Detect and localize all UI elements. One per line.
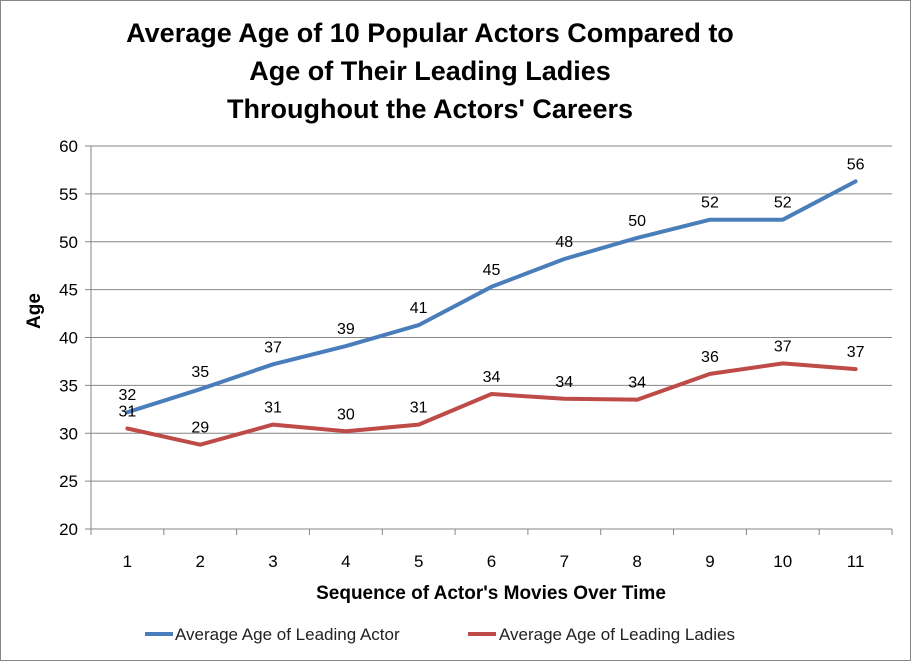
data-label: 48	[555, 234, 573, 251]
chart-title: Average Age of 10 Popular Actors Compare…	[60, 14, 800, 128]
data-label: 31	[119, 403, 137, 420]
legend: Average Age of Leading Actor Average Age …	[145, 625, 735, 644]
data-label: 52	[701, 195, 719, 212]
data-point	[418, 424, 420, 426]
data-label: 37	[847, 344, 865, 361]
x-tick-label: 2	[195, 552, 204, 571]
data-point	[782, 219, 784, 221]
x-tick-label: 3	[268, 552, 277, 571]
series-line-leading-ladies	[125, 361, 858, 447]
legend-label: Average Age of Leading Actor	[175, 625, 400, 644]
data-point	[418, 324, 420, 326]
legend-label: Average Age of Leading Ladies	[499, 625, 735, 644]
data-label: 50	[628, 213, 646, 230]
y-tick-label: 45	[59, 281, 78, 300]
x-tick-label: 10	[773, 552, 792, 571]
data-label: 36	[701, 349, 719, 366]
data-label: 34	[483, 369, 501, 386]
y-tick-label: 20	[59, 520, 78, 539]
data-labels: 32 35 37 39 41 45 48 50 52 52 56 31 29 31 30 31 34 34 34 36…	[119, 156, 865, 436]
data-label: 35	[191, 364, 209, 381]
x-tick-label: 5	[414, 552, 423, 571]
y-tick-label: 50	[59, 233, 78, 252]
data-point	[709, 373, 711, 375]
y-axis-title: Age	[24, 293, 45, 329]
y-tick-label: 35	[59, 376, 78, 395]
x-tick-label: 9	[705, 552, 714, 571]
y-tick-label: 55	[59, 185, 78, 204]
gridlines	[91, 145, 892, 482]
data-label: 31	[264, 400, 282, 417]
x-tick-label: 7	[560, 552, 569, 571]
data-point	[345, 345, 347, 347]
y-tick-label: 60	[59, 137, 78, 156]
x-tick-label: 11	[847, 552, 865, 571]
data-point	[491, 393, 493, 395]
data-point	[199, 444, 201, 446]
data-point	[855, 368, 857, 370]
data-point	[709, 219, 711, 221]
x-axis-title: Sequence of Actor's Movies Over Time	[316, 583, 666, 604]
x-tick-label: 8	[632, 552, 641, 571]
data-point	[199, 388, 201, 390]
data-label: 30	[337, 406, 355, 423]
chart-title-line-1: Average Age of 10 Popular Actors Compare…	[126, 18, 734, 48]
data-point	[345, 430, 347, 432]
data-point	[563, 258, 565, 260]
data-point	[491, 286, 493, 288]
series-lines	[125, 179, 858, 447]
data-point	[272, 363, 274, 365]
x-tick-label: 6	[487, 552, 496, 571]
data-label: 37	[264, 339, 282, 356]
data-label: 39	[337, 321, 355, 338]
data-label: 34	[555, 374, 573, 391]
y-tick-label: 25	[59, 472, 78, 491]
data-label: 41	[410, 300, 428, 317]
y-tick-label: 40	[59, 329, 78, 348]
data-label: 45	[483, 262, 501, 279]
data-point	[272, 424, 274, 426]
y-tick-label: 30	[59, 424, 78, 443]
data-label: 34	[628, 375, 646, 392]
data-label: 37	[774, 338, 792, 355]
chart-title-line-2: Age of Their Leading Ladies	[249, 56, 611, 86]
data-point	[782, 362, 784, 364]
data-label: 29	[191, 420, 209, 437]
data-point	[126, 427, 128, 429]
data-point	[636, 399, 638, 401]
data-label: 32	[119, 387, 137, 404]
data-label: 52	[774, 195, 792, 212]
data-label: 31	[410, 400, 428, 417]
chart-title-line-3: Throughout the Actors' Careers	[227, 94, 633, 124]
x-tick-label: 4	[341, 552, 350, 571]
series-line-leading-actor	[125, 179, 858, 415]
data-label: 56	[847, 156, 865, 173]
data-point	[563, 398, 565, 400]
data-point	[855, 180, 857, 182]
data-point	[636, 237, 638, 239]
x-tick-label: 1	[123, 552, 132, 571]
